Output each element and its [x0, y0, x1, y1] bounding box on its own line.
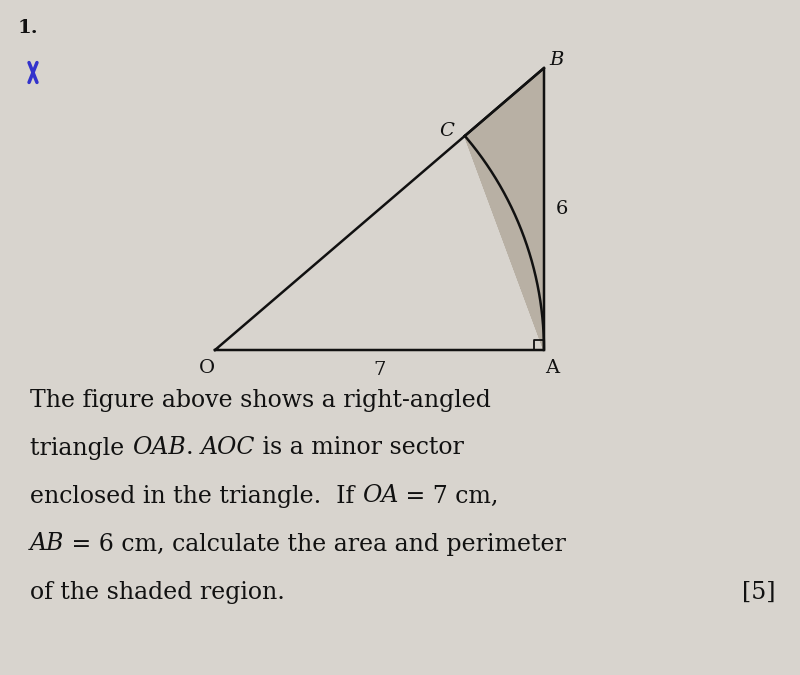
Text: .: . — [186, 437, 201, 460]
Text: C: C — [439, 122, 454, 140]
Text: O: O — [199, 359, 215, 377]
Text: = 7 cm,: = 7 cm, — [398, 485, 498, 508]
Text: The figure above shows a right-angled: The figure above shows a right-angled — [30, 389, 491, 412]
Text: [5]: [5] — [742, 580, 775, 603]
Text: AB: AB — [30, 533, 64, 556]
Text: OAB: OAB — [132, 437, 186, 460]
Text: triangle: triangle — [30, 437, 132, 460]
Text: of the shaded region.: of the shaded region. — [30, 580, 285, 603]
Text: = 6 cm, calculate the area and perimeter: = 6 cm, calculate the area and perimeter — [64, 533, 566, 556]
Text: AOC: AOC — [201, 437, 255, 460]
Text: is a minor sector: is a minor sector — [255, 437, 464, 460]
Text: 6: 6 — [556, 200, 568, 218]
Text: enclosed in the triangle.  If: enclosed in the triangle. If — [30, 485, 362, 508]
Text: 7: 7 — [374, 361, 386, 379]
Text: 1.: 1. — [18, 19, 38, 37]
Text: B: B — [549, 51, 563, 69]
Text: OA: OA — [362, 485, 398, 508]
Polygon shape — [465, 68, 544, 350]
Text: A: A — [545, 359, 559, 377]
